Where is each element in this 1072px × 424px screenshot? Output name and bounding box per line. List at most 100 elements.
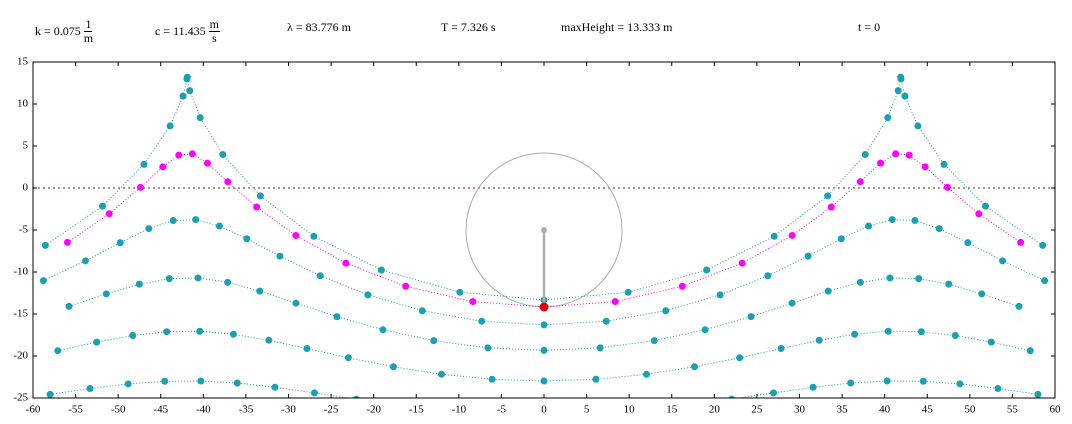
point (978, 290, 986, 298)
point (716, 291, 724, 299)
point (140, 160, 148, 168)
point (1017, 238, 1025, 246)
point (166, 122, 174, 130)
point (397, 402, 404, 409)
point (165, 275, 173, 283)
point (46, 390, 54, 398)
point (736, 354, 744, 362)
point (196, 327, 204, 335)
num: 1 (84, 17, 93, 32)
point (815, 336, 823, 344)
point (169, 217, 177, 225)
point (827, 203, 835, 211)
x-tick-label: 25 (751, 404, 763, 416)
point (888, 216, 896, 224)
point (994, 385, 1002, 393)
point (540, 321, 548, 329)
point (919, 377, 927, 385)
x-tick-label: 15 (666, 404, 678, 416)
point (488, 375, 496, 383)
point (233, 379, 241, 387)
point (219, 150, 227, 158)
point (856, 178, 864, 186)
point (944, 183, 952, 191)
x-tick-label: -25 (324, 404, 339, 416)
point (940, 160, 948, 168)
point (847, 379, 855, 387)
x-tick-label: 10 (624, 404, 636, 416)
point (851, 330, 859, 338)
point (443, 407, 450, 414)
point (265, 336, 273, 344)
point (1034, 390, 1042, 398)
point (478, 317, 486, 325)
point (243, 235, 251, 243)
point (344, 354, 352, 362)
point (215, 222, 223, 230)
point (292, 231, 300, 239)
point (310, 232, 318, 240)
point (956, 380, 964, 388)
point (342, 259, 350, 267)
point (892, 150, 900, 158)
point (884, 114, 892, 122)
point (98, 202, 106, 210)
x-tick-label: 5 (584, 404, 590, 416)
x-tick-label: -50 (111, 404, 126, 416)
point (642, 370, 650, 378)
point (364, 291, 372, 299)
point (430, 337, 438, 345)
point (678, 282, 686, 290)
x-tick-label: -35 (239, 404, 254, 416)
x-tick-label: -45 (153, 404, 168, 416)
plot-area (33, 73, 1055, 414)
point (638, 407, 645, 414)
point (65, 302, 73, 310)
point (256, 192, 264, 200)
point (105, 210, 113, 218)
y-tick-label: -10 (13, 266, 28, 278)
point (770, 232, 778, 240)
point (389, 363, 397, 371)
point (650, 337, 658, 345)
period-value: T = 7.326 s (441, 20, 496, 34)
point (987, 338, 995, 346)
point (747, 313, 755, 321)
point (865, 222, 873, 230)
den: s (211, 31, 217, 45)
y-tick-label: -15 (13, 308, 28, 320)
point (224, 178, 232, 186)
point (129, 332, 137, 340)
point (861, 150, 869, 158)
point (911, 217, 919, 225)
point (964, 239, 972, 247)
point (602, 317, 610, 325)
point (163, 328, 171, 336)
point (764, 272, 772, 280)
point (662, 307, 670, 315)
point (379, 326, 387, 334)
point (804, 252, 812, 260)
point (1041, 277, 1049, 285)
point (684, 402, 691, 409)
x-tick-label: 35 (837, 404, 849, 416)
point (310, 389, 318, 397)
point (54, 347, 62, 355)
series-line (43, 219, 1045, 326)
point (777, 345, 785, 353)
point (824, 287, 832, 295)
point (897, 75, 905, 83)
point (41, 241, 49, 249)
point (333, 313, 341, 321)
point (788, 299, 796, 307)
point (145, 225, 153, 233)
point (975, 210, 983, 218)
point (914, 122, 922, 130)
point (592, 375, 600, 383)
point (999, 257, 1007, 265)
point (271, 383, 279, 391)
point (81, 257, 89, 265)
time-value: t = 0 (858, 20, 881, 34)
